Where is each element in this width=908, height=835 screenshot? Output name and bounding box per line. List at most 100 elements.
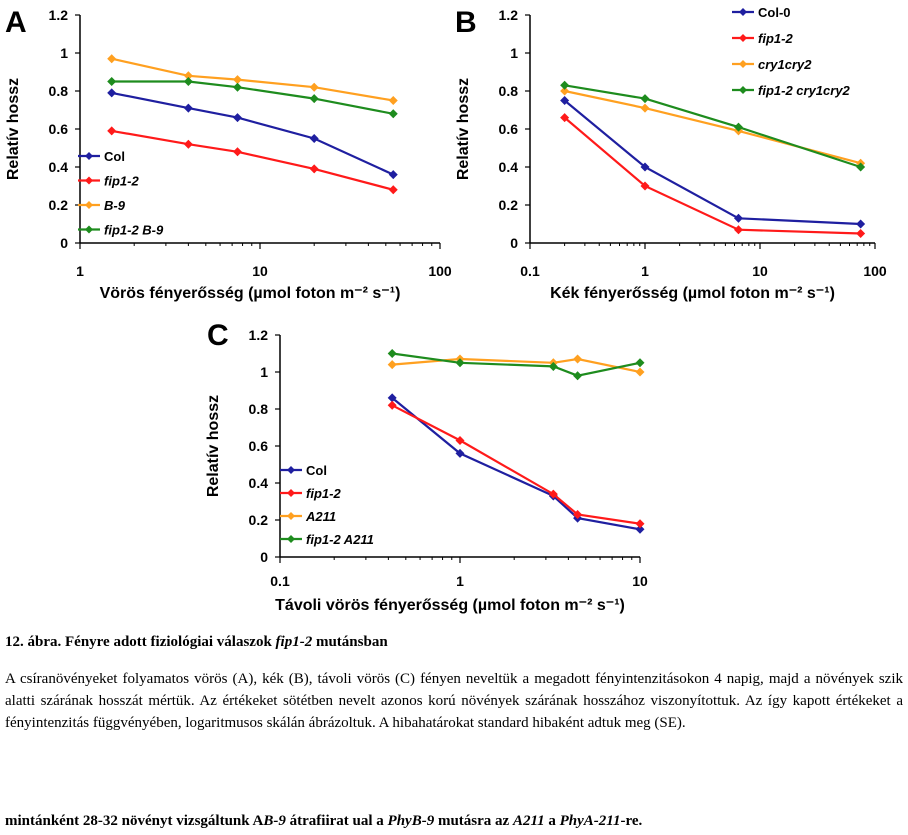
- caption-title-prefix: 12. ábra. Fényre adott fiziológiai válas…: [5, 634, 272, 650]
- figure-caption-last-line: mintánként 28-32 növényt vizsgáltunk AB-…: [5, 810, 903, 832]
- caption-last-c: átrafiirat ual a: [289, 813, 384, 829]
- caption-last-a: mintánként 28-32 növényt vizsgáltunk A: [5, 813, 264, 829]
- data-point-a-fip1-2-1: [183, 139, 193, 149]
- series-line-a-fip1-2-b-9: [111, 80, 394, 115]
- caption-last-e: mutásra az: [437, 813, 510, 829]
- legend-label-a-b-9: B-9: [104, 198, 126, 213]
- caption-title-italic: fip1-2: [275, 634, 313, 650]
- data-point-c-a211-0: [387, 360, 397, 370]
- data-point-c-col-1: [455, 448, 465, 458]
- y-tick-label-a-0-6: 0.6: [49, 121, 69, 137]
- x-tick-label-a-10: 10: [252, 263, 268, 279]
- y-axis-title-c: Relatív hossz: [205, 395, 222, 497]
- series-line-a-fip1-2: [111, 129, 394, 191]
- x-tick-label-b-10: 10: [752, 263, 768, 279]
- series-line-c-fip1-2: [391, 404, 641, 525]
- y-tick-label-c-1-2: 1.2: [249, 327, 269, 343]
- y-tick-label-c-0-6: 0.6: [249, 438, 269, 454]
- data-point-b-fip1-2-cry1cry2-0: [560, 80, 570, 90]
- data-point-b-fip1-2-2: [733, 225, 743, 235]
- panel-letter-b: B: [455, 6, 477, 39]
- y-tick-label-a-0-4: 0.4: [49, 159, 69, 175]
- legend-marker-c-fip1-2-a211: [287, 535, 295, 543]
- legend-marker-a-fip1-2-b-9: [85, 225, 93, 234]
- x-tick-label-c-10: 10: [632, 573, 648, 589]
- x-tick-label-b-0-1: 0.1: [520, 263, 540, 279]
- figure-caption-body: A csíranövényeket folyamatos vörös (A), …: [5, 671, 903, 731]
- legend-label-c-a211: A211: [305, 509, 336, 524]
- series-line-b-col-0: [563, 99, 861, 226]
- legend-label-a-col: Col: [104, 149, 125, 164]
- x-tick-label-b-100: 100: [863, 263, 887, 279]
- data-point-b-fip1-2-cry1cry2-2: [733, 122, 743, 132]
- y-tick-label-a-1: 1: [60, 45, 68, 61]
- y-tick-label-b-0-4: 0.4: [499, 159, 519, 175]
- x-tick-label-a-100: 100: [428, 263, 452, 279]
- x-tick-label-b-1: 1: [641, 263, 649, 279]
- data-point-a-fip1-2-2: [233, 147, 243, 157]
- x-axis-title-a: Vörös fényerősség (µmol foton m⁻² s⁻¹): [100, 285, 401, 302]
- x-tick-label-c-1: 1: [456, 573, 464, 589]
- data-point-a-b-9-1: [183, 71, 193, 81]
- series-line-b-fip1-2: [563, 116, 861, 235]
- x-tick-label-a-1: 1: [76, 263, 84, 279]
- legend-label-a-fip1-2: fip1-2: [104, 174, 139, 189]
- y-tick-label-b-0-8: 0.8: [499, 83, 519, 99]
- legend-label-c-fip1-2: fip1-2: [306, 486, 341, 501]
- y-tick-label-b-0-6: 0.6: [499, 121, 519, 137]
- figure-charts: A 0 0.2 0.4 0.6 0.8 1 1.2 1 10 100 Vörös fényerőssé…: [5, 5, 887, 614]
- data-point-c-col-4: [635, 524, 645, 534]
- legend-marker-b-cry1cry2: [739, 60, 747, 68]
- legend-marker-c-a211: [287, 512, 295, 520]
- caption-last-i: -re.: [620, 813, 643, 829]
- legend-marker-b-fip1-2: [739, 34, 747, 42]
- y-tick-label-b-0-2: 0.2: [499, 197, 519, 213]
- data-point-a-fip1-2-3: [309, 164, 319, 174]
- data-point-a-fip1-2-b-9-2: [233, 82, 243, 92]
- data-point-c-fip1-2-a211-0: [387, 349, 397, 358]
- y-tick-label-c-0-8: 0.8: [249, 401, 269, 417]
- caption-last-d: PhyB-9: [387, 813, 435, 829]
- data-point-c-fip1-2-3: [573, 509, 583, 519]
- caption-last-g: a: [548, 813, 556, 829]
- data-point-b-fip1-2-cry1cry2-3: [856, 162, 866, 172]
- caption-last-h: PhyA-211: [559, 813, 621, 829]
- data-point-b-fip1-2-0: [560, 113, 570, 123]
- data-point-c-a211-4: [635, 367, 645, 377]
- x-axis-title-c: Távoli vörös fényerősség (µmol foton m⁻²…: [275, 597, 625, 614]
- series-line-a-b-9: [111, 57, 394, 102]
- x-axis-title-b: Kék fényerősség (µmol foton m⁻² s⁻¹): [550, 285, 835, 302]
- data-point-a-fip1-2-b-9-3: [309, 94, 319, 104]
- data-point-b-col-0-2: [733, 213, 743, 223]
- caption-title-suffix: mutánsban: [315, 634, 388, 650]
- y-tick-label-a-0-2: 0.2: [49, 197, 69, 213]
- data-point-a-col-0: [107, 88, 117, 98]
- chart-panel-c: C 0 0.2 0.4 0.6 0.8 1 1.2 0.1 1 10 Távoli vörös fén…: [205, 319, 648, 614]
- data-point-a-col-1: [183, 103, 193, 113]
- y-axis-title-b: Relatív hossz: [455, 78, 472, 180]
- caption-last-b: B-9: [263, 813, 286, 829]
- caption-last-f: A211: [512, 813, 545, 829]
- data-point-b-col-0-0: [560, 96, 570, 105]
- y-axis-title-a: Relatív hossz: [5, 78, 22, 180]
- data-point-b-col-0-1: [640, 162, 650, 172]
- legend-label-a-fip1-2-b-9: fip1-2 B-9: [104, 223, 164, 238]
- figure-caption-title: 12. ábra. Fényre adott fiziológiai válas…: [5, 634, 903, 651]
- legend-label-b-fip1-2-cry1cry2: fip1-2 cry1cry2: [758, 83, 851, 98]
- data-point-a-fip1-2-b-9-1: [183, 77, 193, 86]
- panel-letter-c: C: [207, 319, 229, 352]
- legend-marker-a-b-9: [85, 201, 93, 209]
- data-point-c-fip1-2-0: [387, 400, 397, 410]
- chart-panel-b: B 0 0.2 0.4 0.6 0.8 1 1.2 0.1 1 10 100 Kék fényerőss…: [455, 5, 887, 302]
- data-point-c-fip1-2-1: [455, 435, 465, 445]
- y-tick-label-c-0: 0: [260, 549, 268, 565]
- data-point-c-fip1-2-a211-2: [548, 361, 558, 371]
- data-point-a-fip1-2-b-9-0: [107, 77, 117, 86]
- data-point-c-fip1-2-a211-1: [455, 358, 465, 368]
- data-point-c-fip1-2-2: [548, 489, 558, 499]
- legend-marker-a-col: [85, 152, 93, 160]
- data-point-a-fip1-2-4: [388, 185, 398, 195]
- data-point-a-b-9-3: [309, 82, 319, 92]
- panel-letter-a: A: [5, 6, 27, 39]
- data-point-b-fip1-2-cry1cry2-1: [640, 94, 650, 104]
